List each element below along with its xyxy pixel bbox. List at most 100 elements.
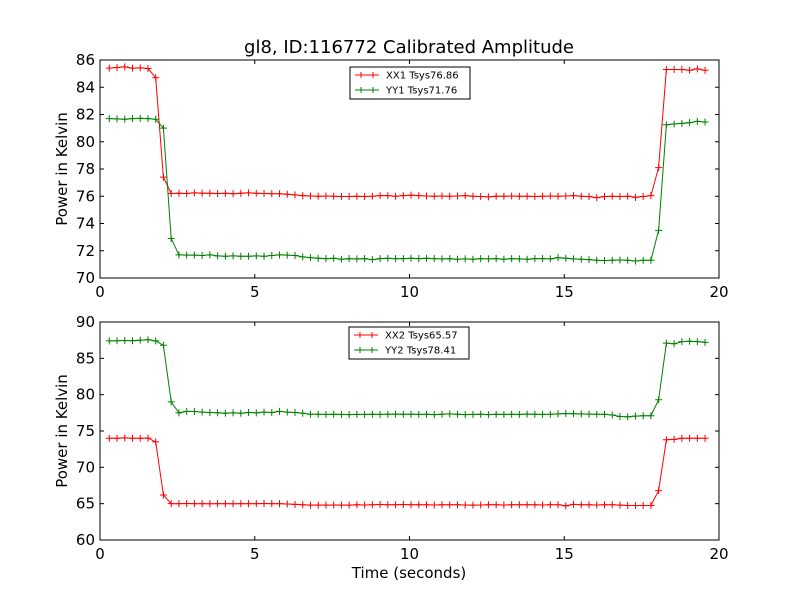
data-point	[152, 115, 160, 123]
data-point	[299, 501, 307, 509]
data-point	[384, 501, 392, 509]
data-point	[562, 502, 570, 510]
data-point	[631, 193, 639, 201]
data-point	[291, 252, 299, 260]
data-point	[453, 410, 461, 418]
data-point	[214, 190, 222, 198]
data-point	[461, 192, 469, 200]
data-point	[353, 192, 361, 200]
data-point	[585, 256, 593, 264]
data-point	[167, 190, 175, 198]
data-point	[430, 411, 438, 419]
y-tick-label: 85	[76, 349, 95, 367]
data-point	[593, 194, 601, 202]
y-axis-label-top: Power in Kelvin	[53, 112, 71, 226]
data-point	[484, 255, 492, 263]
data-point	[399, 255, 407, 263]
data-point	[245, 408, 253, 416]
data-point	[662, 436, 670, 444]
data-point	[306, 501, 314, 509]
x-tick-label: 5	[250, 545, 260, 563]
data-point	[252, 189, 260, 197]
data-point	[678, 119, 686, 127]
data-point	[198, 252, 206, 260]
data-point	[105, 337, 113, 345]
x-tick-label: 10	[400, 545, 419, 563]
data-point	[376, 255, 384, 263]
data-point	[361, 501, 369, 509]
data-point	[376, 410, 384, 418]
data-point	[361, 193, 369, 201]
data-point	[531, 501, 539, 509]
data-point	[701, 66, 709, 74]
data-point	[183, 407, 191, 415]
legend-marker	[357, 347, 375, 353]
data-point	[546, 410, 554, 418]
data-point	[183, 190, 191, 198]
data-point	[392, 501, 400, 509]
y-tick-label: 74	[76, 215, 95, 233]
data-point	[190, 189, 198, 197]
data-point	[508, 255, 516, 263]
data-point	[128, 115, 136, 123]
data-point	[423, 501, 431, 509]
data-point	[492, 192, 500, 200]
data-point	[198, 189, 206, 197]
bottom-panel: 0 5 10 15 20 60 65 70 75 80 85 90 XX2 Tsys65.57 YY2 T…	[76, 313, 729, 563]
data-point	[159, 491, 167, 499]
data-point	[639, 256, 647, 264]
data-point	[353, 410, 361, 418]
y-tick-label: 90	[76, 313, 95, 331]
data-point	[392, 255, 400, 263]
data-point	[322, 410, 330, 418]
data-point	[198, 500, 206, 508]
data-point	[686, 337, 694, 345]
data-point	[585, 410, 593, 418]
data-point	[276, 407, 284, 415]
data-point	[515, 410, 523, 418]
data-point	[276, 190, 284, 198]
data-point	[345, 193, 353, 201]
data-point	[492, 255, 500, 263]
data-point	[655, 396, 663, 404]
data-point	[144, 336, 152, 344]
data-point	[291, 500, 299, 508]
data-point	[198, 408, 206, 416]
data-point	[461, 501, 469, 509]
data-point	[624, 413, 632, 421]
data-point	[121, 115, 129, 123]
data-point	[430, 501, 438, 509]
data-point	[469, 410, 477, 418]
data-point	[461, 255, 469, 263]
data-point	[446, 192, 454, 200]
data-point	[701, 338, 709, 346]
data-point	[175, 500, 183, 508]
data-point	[113, 63, 121, 71]
data-point	[229, 252, 237, 260]
x-axis-label: Time (seconds)	[351, 564, 467, 582]
data-point	[438, 255, 446, 263]
data-point	[554, 254, 562, 262]
data-point	[214, 409, 222, 417]
data-point	[655, 164, 663, 172]
data-point	[175, 251, 183, 259]
data-point	[268, 408, 276, 416]
data-point	[128, 64, 136, 72]
data-point	[268, 190, 276, 198]
data-point	[214, 500, 222, 508]
data-point	[337, 255, 345, 263]
data-point	[477, 501, 485, 509]
data-point	[469, 192, 477, 200]
data-point	[113, 434, 121, 442]
data-point	[686, 119, 694, 127]
data-point	[268, 252, 276, 260]
data-point	[430, 192, 438, 200]
y-tick-label: 72	[76, 242, 95, 260]
data-point	[392, 192, 400, 200]
data-point	[361, 410, 369, 418]
data-point	[608, 501, 616, 509]
data-point	[446, 255, 454, 263]
legend-label: YY1 Tsys71.76	[385, 86, 457, 97]
data-point	[330, 410, 338, 418]
data-point	[631, 257, 639, 265]
